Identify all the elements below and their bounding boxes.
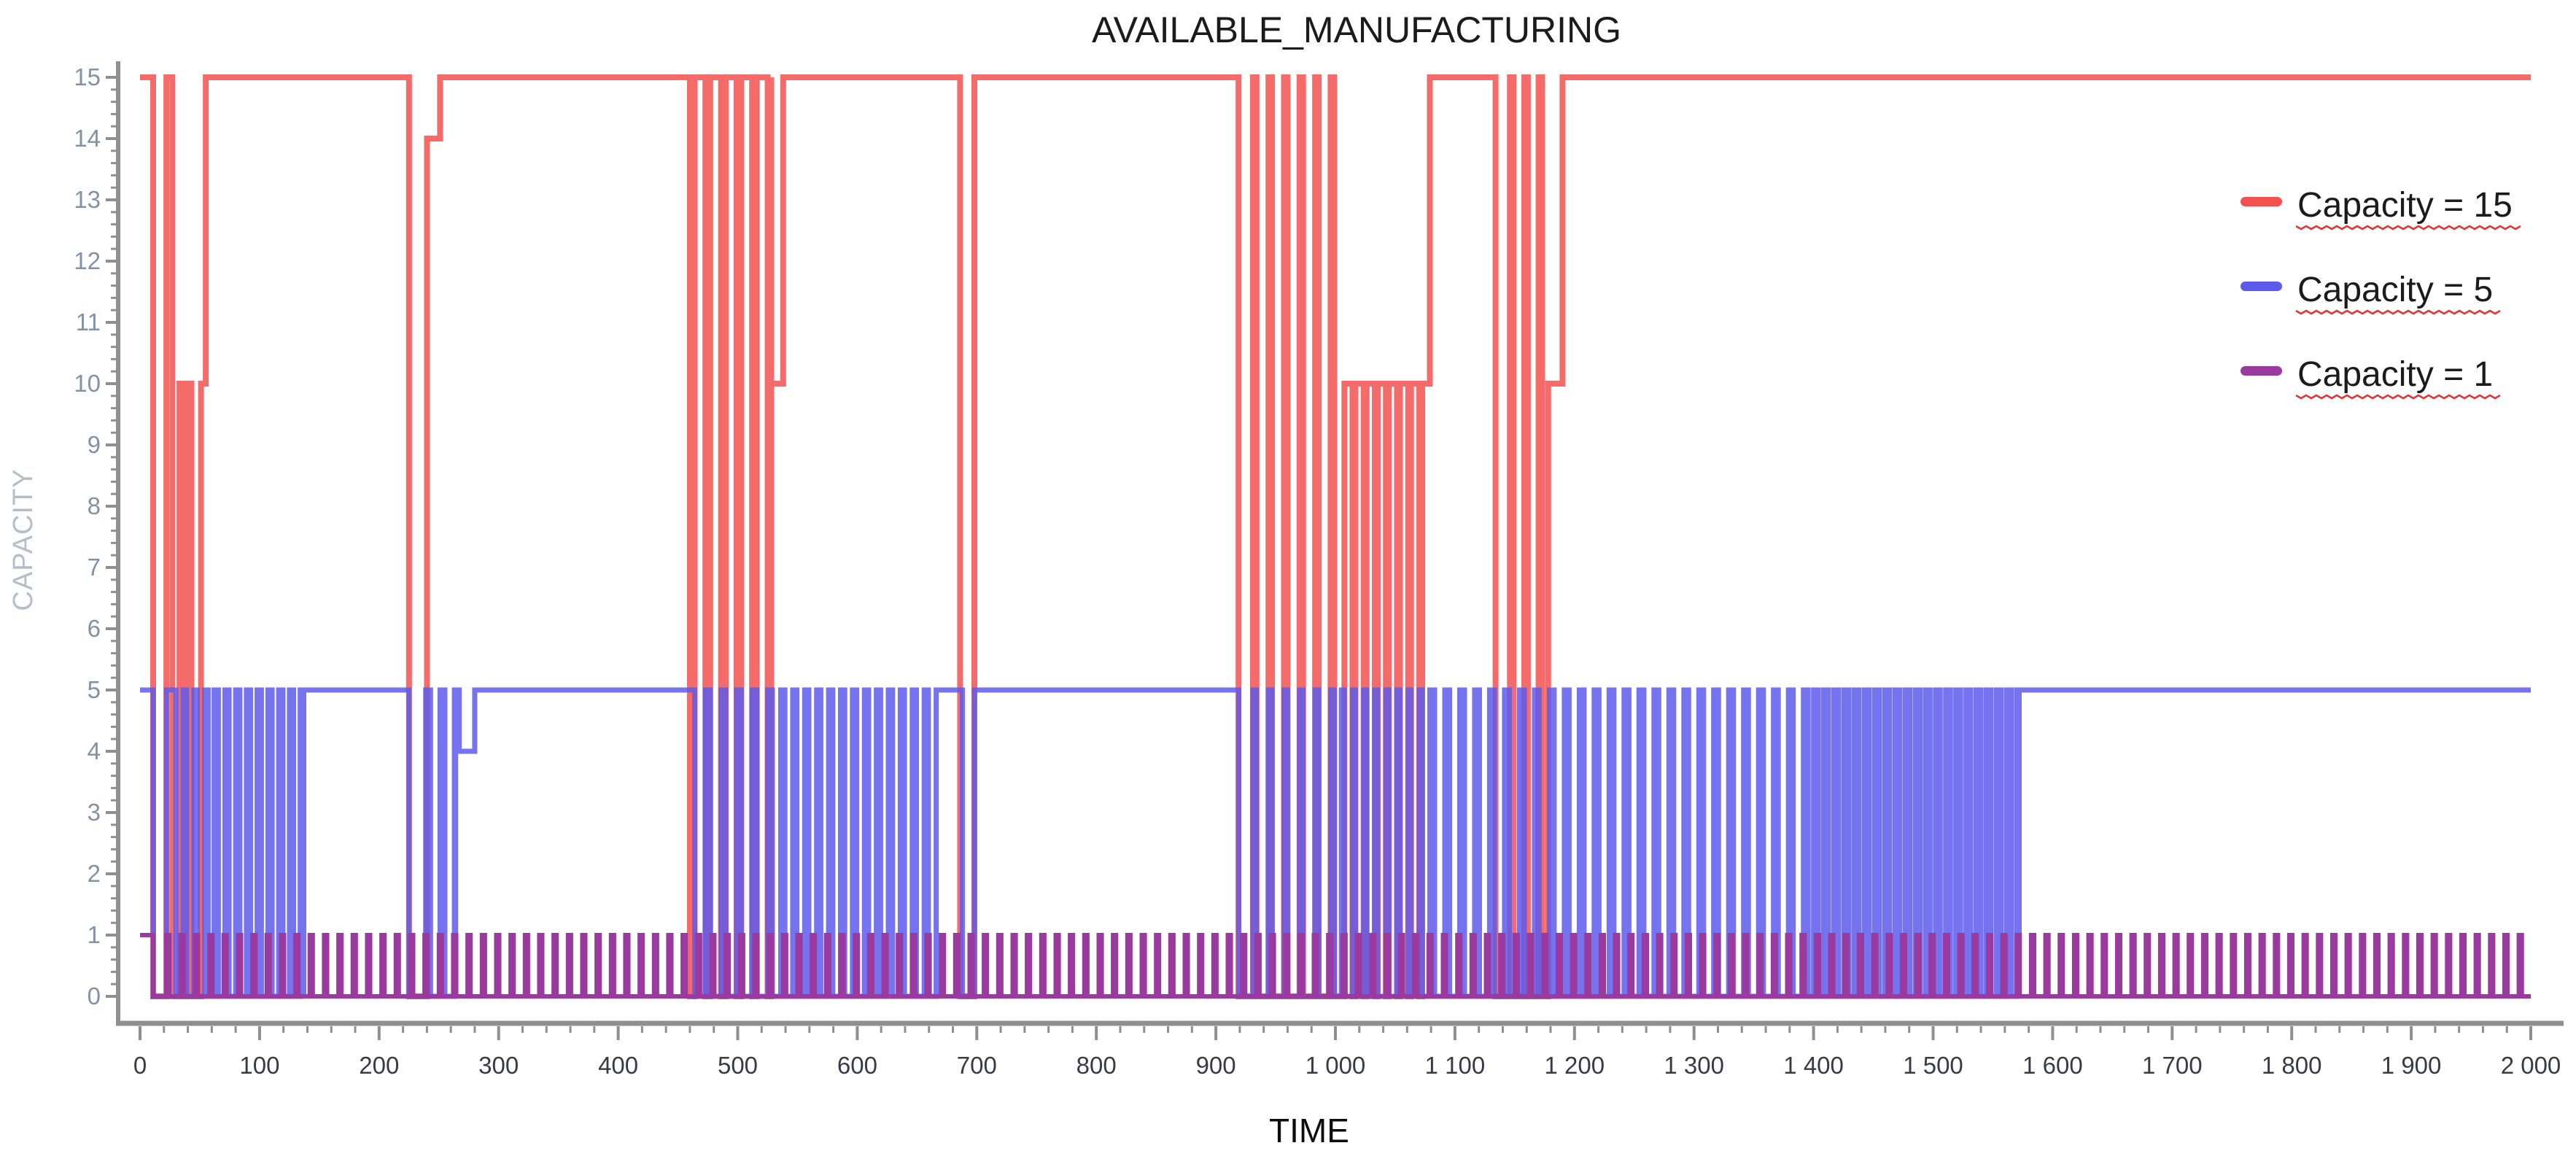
y-tick-label: 4 [88,737,101,764]
y-tick-label: 15 [74,63,101,90]
legend-item-capacity-15[interactable]: Capacity = 15 [2241,186,2513,225]
spellcheck-wavy-underline [2295,309,2501,315]
y-tick-label: 11 [76,309,101,336]
y-tick-label: 0 [88,982,101,1009]
axes: 0 100 200 300 400 500 600 700 800 900 1 000 1 100 1 … [74,61,2564,1079]
legend-label-capacity-5: Capacity = 5 [2297,271,2493,309]
series-line-capacity-15 [140,74,2531,999]
y-tick-label: 12 [74,247,101,274]
x-tick-label: 1 600 [2022,1052,2083,1079]
x-axis-title: TIME [1269,1112,1349,1150]
x-tick-label: 400 [598,1052,638,1079]
series-lines [140,74,2531,999]
x-tick-label: 2 000 [2501,1052,2561,1079]
y-tick-label: 10 [74,370,101,397]
x-tick-label: 1 400 [1783,1052,1844,1079]
y-tick-label: 8 [88,492,101,519]
legend-item-capacity-1[interactable]: Capacity = 1 [2241,355,2493,394]
y-tick-label: 13 [74,186,101,213]
y-tick-label: 7 [88,554,101,581]
x-tick-label: 1 700 [2142,1052,2203,1079]
x-tick-label: 1 200 [1545,1052,1605,1079]
x-tick-label: 1 900 [2381,1052,2442,1079]
legend-label-capacity-15: Capacity = 15 [2297,186,2513,225]
y-tick-label: 5 [88,676,101,703]
x-tick-label: 1 300 [1664,1052,1724,1079]
x-tick-label: 300 [478,1052,519,1079]
y-tick-label: 2 [88,860,101,887]
legend-swatch-capacity-5 [2241,282,2282,291]
x-tick-label: 500 [718,1052,758,1079]
x-tick-label: 200 [359,1052,399,1079]
x-tick-label: 800 [1076,1052,1117,1079]
series-line-capacity-1 [140,933,2531,999]
chart-title: AVAILABLE_MANUFACTURING [1092,9,1621,50]
x-tick-label: 1 000 [1306,1052,1366,1079]
x-tick-label: 600 [837,1052,877,1079]
y-tick-label: 3 [88,799,101,826]
y-tick-label: 6 [88,615,101,642]
x-tick-label: 1 100 [1425,1052,1486,1079]
legend-item-capacity-5[interactable]: Capacity = 5 [2241,271,2493,309]
legend-swatch-capacity-15 [2241,197,2282,206]
y-axis-title: CAPACITY [8,468,39,610]
legend-swatch-capacity-1 [2241,366,2282,376]
x-tick-label: 1 800 [2262,1052,2322,1079]
x-tick-label: 1 500 [1903,1052,1963,1079]
x-tick-label: 700 [957,1052,997,1079]
spellcheck-wavy-underline [2295,394,2501,400]
x-tick-label: 900 [1196,1052,1236,1079]
legend: Capacity = 15 Capacity = 5 Capacity = 1 [2241,186,2521,400]
spellcheck-wavy-underline [2295,225,2521,230]
y-tick-label: 9 [88,431,101,458]
y-tick-label: 14 [74,125,101,152]
legend-label-capacity-1: Capacity = 1 [2297,355,2493,394]
x-tick-label: 100 [239,1052,279,1079]
y-tick-label: 1 [88,921,101,948]
x-tick-label: 0 [133,1052,147,1079]
